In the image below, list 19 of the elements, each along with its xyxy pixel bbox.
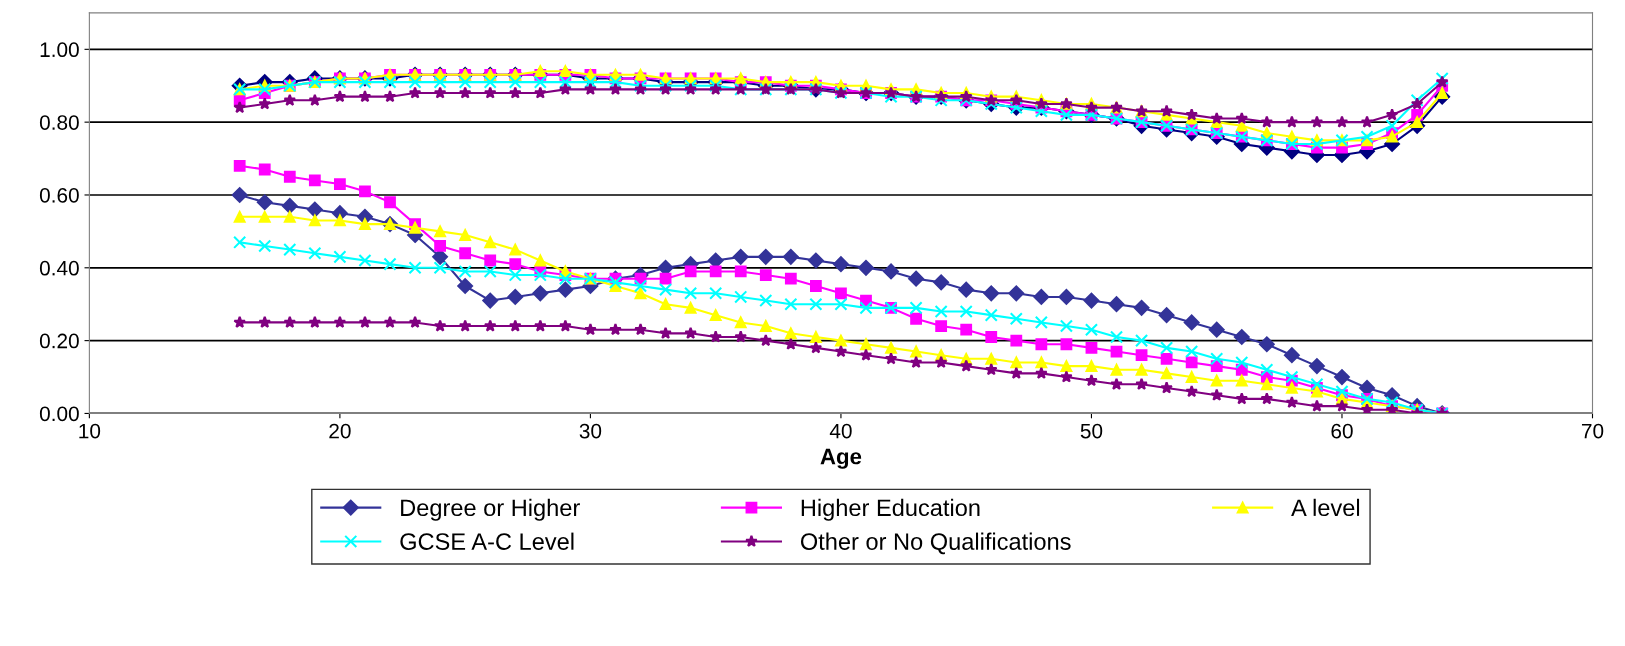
x-tick-label: 60 bbox=[1331, 423, 1353, 439]
y-tick-label: 0.40 bbox=[39, 260, 79, 276]
x-tick-label: 10 bbox=[79, 423, 101, 439]
legend-label: Higher Education bbox=[801, 498, 980, 521]
legend-label: Other or No Qualifications bbox=[800, 532, 1071, 555]
x-tick-label: 50 bbox=[1080, 423, 1103, 439]
y-tick-label: 0.20 bbox=[39, 333, 79, 349]
legend-label: A level bbox=[1291, 498, 1360, 517]
x-tick-label: 40 bbox=[829, 423, 852, 439]
y-tick-label: 0.00 bbox=[39, 406, 79, 422]
y-tick-label: 0.80 bbox=[39, 115, 79, 130]
x-axis-title: Age bbox=[820, 448, 862, 469]
legend-label: Degree or Higher bbox=[401, 498, 580, 521]
y-tick-label: 0.60 bbox=[39, 187, 79, 203]
legend-label: GCSE A-C Level bbox=[400, 532, 574, 550]
y-tick-label: 1.00 bbox=[40, 42, 79, 58]
x-tick-label: 70 bbox=[1581, 423, 1604, 439]
x-tick-label: 20 bbox=[329, 423, 351, 439]
x-tick-label: 30 bbox=[579, 423, 602, 439]
